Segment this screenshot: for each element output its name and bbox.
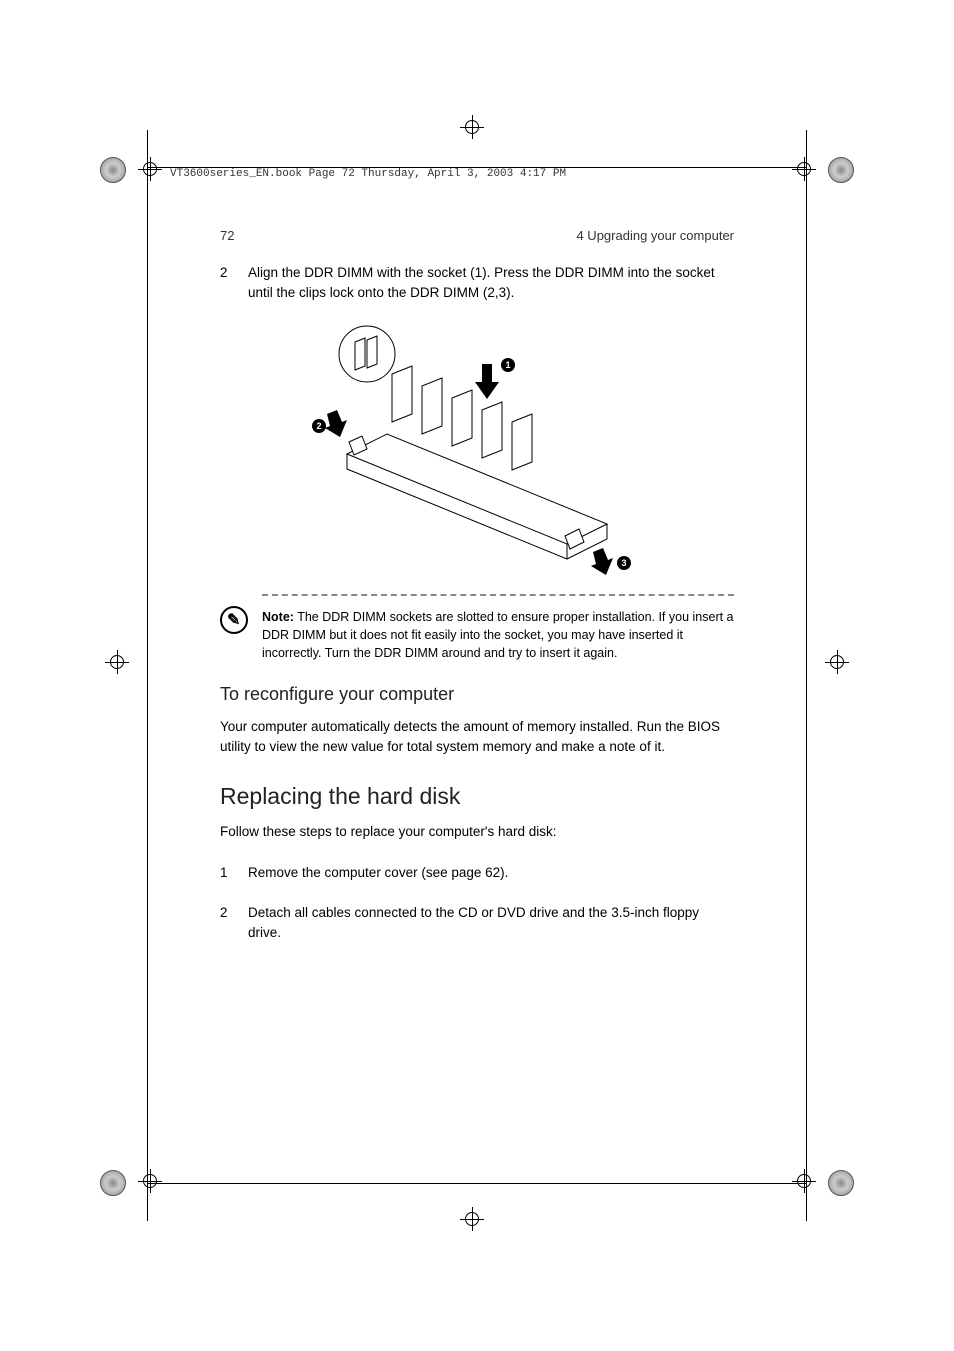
note-block: Note: The DDR DIMM sockets are slotted t… (220, 608, 734, 662)
page-header: 72 4 Upgrading your computer (220, 228, 734, 243)
frame-line-left (147, 130, 148, 1221)
page-content: VT3600series_EN.book Page 72 Thursday, A… (170, 168, 784, 1183)
reconfigure-heading: To reconfigure your computer (220, 684, 734, 705)
step-text: Align the DDR DIMM with the socket (1). … (248, 263, 734, 304)
step-2: 2 Align the DDR DIMM with the socket (1)… (220, 263, 734, 304)
section-title: 4 Upgrading your computer (576, 228, 734, 243)
crop-circle-tl (100, 157, 126, 183)
step-text: Remove the computer cover (see page 62). (248, 863, 734, 883)
note-label: Note: (262, 610, 294, 624)
hd-step-2: 2 Detach all cables connected to the CD … (220, 903, 734, 944)
pencil-icon (220, 606, 248, 634)
page-number: 72 (220, 228, 234, 243)
note-body: The DDR DIMM sockets are slotted to ensu… (262, 610, 734, 660)
callout-1: 1 (501, 358, 515, 372)
reg-mark-tl (138, 157, 162, 181)
reg-mark-mt (460, 115, 484, 139)
hd-step-1: 1 Remove the computer cover (see page 62… (220, 863, 734, 883)
reg-mark-br (792, 1169, 816, 1193)
frame-line-bottom (147, 1183, 807, 1184)
harddisk-intro: Follow these steps to replace your compu… (220, 822, 734, 842)
dimm-figure: 1 2 3 (307, 324, 647, 584)
running-header: VT3600series_EN.book Page 72 Thursday, A… (170, 168, 566, 180)
reg-mark-ml (105, 650, 129, 674)
note-divider (262, 594, 734, 596)
crop-circle-tr (828, 157, 854, 183)
crop-circle-br (828, 1170, 854, 1196)
step-number: 2 (220, 263, 248, 304)
harddisk-heading: Replacing the hard disk (220, 783, 734, 810)
reg-mark-tr (792, 157, 816, 181)
frame-line-right (806, 130, 807, 1221)
crop-circle-bl (100, 1170, 126, 1196)
callout-2: 2 (312, 419, 326, 433)
step-number: 1 (220, 863, 248, 883)
reg-mark-mb (460, 1207, 484, 1231)
callout-3: 3 (617, 556, 631, 570)
reg-mark-mr (825, 650, 849, 674)
step-number: 2 (220, 903, 248, 944)
reconfigure-body: Your computer automatically detects the … (220, 717, 734, 758)
note-text: Note: The DDR DIMM sockets are slotted t… (262, 608, 734, 662)
step-text: Detach all cables connected to the CD or… (248, 903, 734, 944)
reg-mark-bl (138, 1169, 162, 1193)
